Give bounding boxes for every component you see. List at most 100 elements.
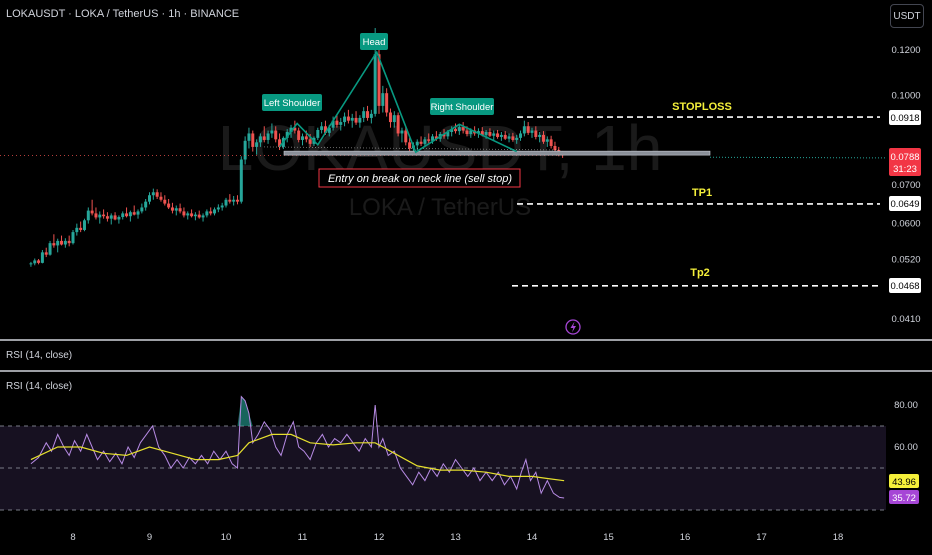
- candle-body: [197, 214, 201, 218]
- candle-body: [427, 139, 431, 141]
- entry-callout: Entry on break on neck line (sell stop): [318, 168, 521, 188]
- candle-body: [320, 126, 324, 130]
- candle-body: [40, 252, 44, 263]
- candle-body: [98, 214, 102, 218]
- stoploss-label: STOPLOSS: [672, 101, 732, 113]
- time-tick-label: 10: [221, 532, 232, 543]
- tp2-label: Tp2: [690, 267, 710, 279]
- candle-body: [44, 252, 48, 255]
- candle-body: [163, 199, 167, 204]
- candle-body: [297, 130, 301, 140]
- candle-body: [117, 217, 121, 220]
- candle-body: [469, 130, 473, 135]
- candle-body: [178, 208, 182, 212]
- candle-body: [224, 199, 228, 206]
- candle-body: [105, 216, 109, 219]
- candle-body: [33, 260, 37, 264]
- candle-body: [190, 213, 194, 217]
- candle-body: [140, 207, 144, 212]
- time-tick-label: 15: [603, 532, 614, 543]
- watermark-pair: LOKA / TetherUS: [349, 194, 531, 221]
- candle-body: [182, 211, 186, 216]
- candle-body: [461, 127, 465, 131]
- lightning-event-icon[interactable]: [565, 319, 581, 335]
- candle-body: [132, 212, 136, 215]
- candle-body: [239, 159, 243, 202]
- candle-body: [503, 134, 507, 139]
- candle-body: [480, 131, 484, 135]
- candle-body: [220, 205, 224, 208]
- rsi-tick-label: 80.00: [894, 400, 918, 411]
- candle-body: [193, 214, 197, 217]
- candle-body: [201, 215, 205, 218]
- candle-body: [167, 203, 171, 208]
- left-shoulder-tag: Left Shoulder: [262, 94, 322, 111]
- candle-body: [431, 136, 435, 141]
- stoploss-price-text: 0.0918: [890, 113, 919, 124]
- candle-body: [450, 129, 454, 132]
- price-tick-label: 0.0520: [891, 254, 920, 265]
- time-tick-label: 9: [147, 532, 152, 543]
- candle-body: [75, 227, 79, 233]
- tp2-price-badge: 0.0468: [889, 278, 921, 293]
- candle-body: [121, 213, 125, 218]
- price-tick-label: 0.1200: [891, 45, 920, 56]
- candle-body: [213, 209, 217, 214]
- candle-body: [392, 115, 396, 123]
- candle-body: [553, 145, 557, 151]
- candle-body: [538, 134, 542, 137]
- candle-body: [289, 127, 293, 132]
- current-price-badge: 0.0788 31:23: [889, 148, 921, 176]
- candle-body: [492, 133, 496, 136]
- current-price-text: 0.0788: [890, 152, 919, 163]
- candle-body: [293, 127, 297, 131]
- candle-body: [423, 139, 427, 144]
- time-tick-label: 11: [298, 532, 308, 543]
- candle-body: [343, 116, 347, 123]
- candle-body: [274, 130, 278, 140]
- candle-body: [327, 127, 331, 133]
- head-label: Head: [363, 37, 386, 48]
- candle-body: [476, 131, 480, 134]
- tp1-label: TP1: [692, 187, 712, 199]
- candle-body: [301, 136, 304, 140]
- candle-body: [335, 120, 339, 125]
- stoploss-price-badge: 0.0918: [889, 110, 921, 125]
- candle-body: [545, 139, 549, 142]
- candle-body: [369, 113, 373, 118]
- rsi-ma-badge: 43.96: [889, 474, 919, 488]
- candle-body: [415, 141, 419, 146]
- currency-button[interactable]: USDT: [890, 4, 924, 28]
- candle-body: [511, 136, 515, 140]
- candle-body: [362, 111, 366, 118]
- candle-body: [496, 133, 500, 137]
- candle-body: [499, 134, 503, 137]
- candle-body: [316, 129, 320, 138]
- candle-body: [454, 129, 457, 132]
- tp2-price-text: 0.0468: [890, 281, 919, 292]
- candle-body: [216, 207, 220, 210]
- candle-body: [63, 240, 67, 245]
- candle-body: [148, 195, 151, 202]
- neckline: [283, 150, 711, 156]
- rsi-current-value: 35.72: [892, 493, 916, 504]
- candle-body: [270, 130, 274, 134]
- candle-body: [419, 141, 423, 144]
- candle-body: [507, 136, 511, 139]
- candle-body: [67, 240, 71, 244]
- candle-body: [235, 199, 239, 202]
- candle-body: [404, 130, 408, 143]
- rsi-ma-line: [30, 433, 565, 482]
- candle-body: [48, 243, 52, 255]
- candle-body: [29, 263, 33, 265]
- rsi-tick-label: 60.00: [894, 442, 918, 453]
- left-shoulder-label: Left Shoulder: [264, 98, 321, 109]
- candle-body: [136, 211, 140, 215]
- candle-body: [488, 131, 492, 136]
- candle-body: [90, 210, 94, 214]
- candle-body: [71, 232, 75, 244]
- candle-body: [515, 137, 519, 140]
- candle-body: [209, 211, 213, 214]
- head-tag: Head: [360, 33, 388, 50]
- rsi-layer: [0, 395, 886, 511]
